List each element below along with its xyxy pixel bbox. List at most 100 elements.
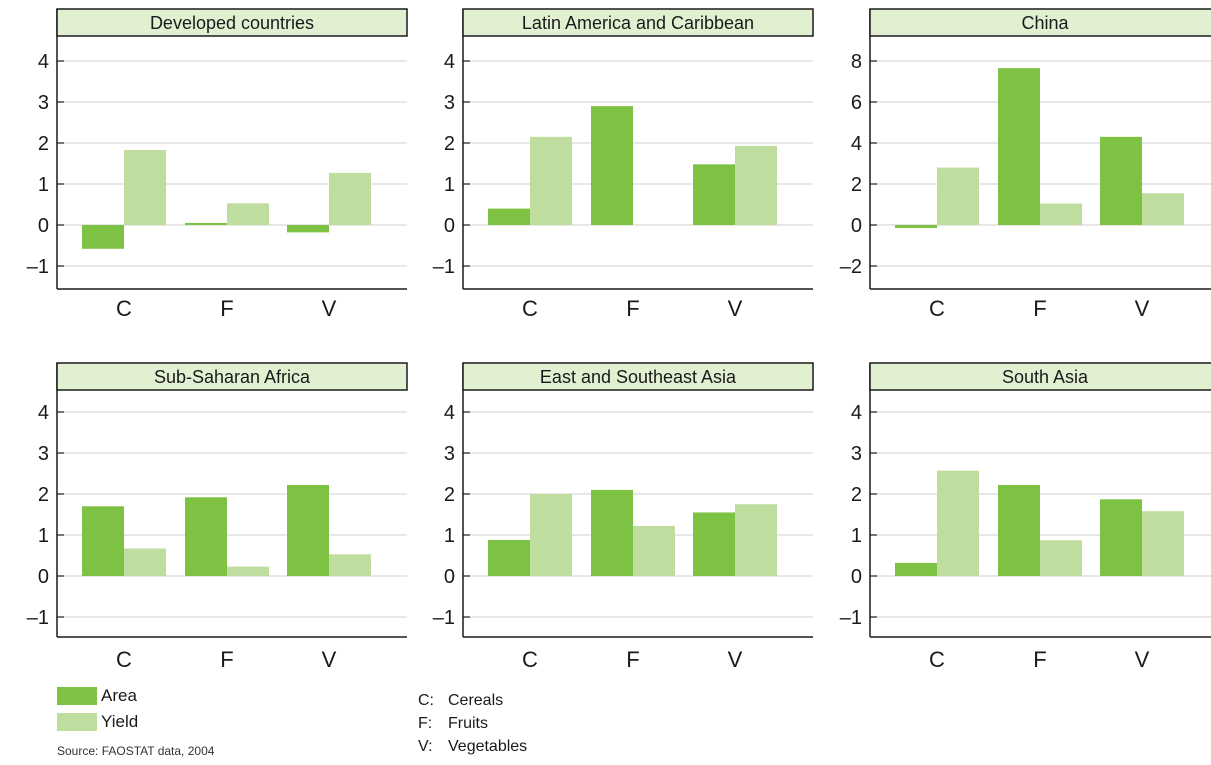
y-tick-label: 8 — [851, 51, 862, 73]
key-name: Vegetables — [448, 738, 528, 755]
bar-area-c — [488, 208, 530, 225]
y-tick-label: 0 — [851, 215, 862, 237]
bar-area-f — [591, 489, 633, 576]
bar-area-v — [1100, 136, 1142, 225]
panel-latin-america-and-caribbean: 4 3 2 1 0 –1 C F V Latin America and Caribbean — [433, 8, 814, 321]
panel-title: Developed countries — [150, 13, 314, 33]
bar-yield-c — [124, 149, 166, 225]
bar-area-v — [693, 164, 735, 225]
x-category-label: C — [929, 647, 945, 672]
bar-yield-f — [1040, 203, 1082, 225]
x-category-label: C — [522, 647, 538, 672]
bar-yield-v — [329, 554, 371, 576]
bar-area-v — [1100, 499, 1142, 576]
bar-yield-v — [329, 172, 371, 225]
panel-title-strip — [462, 8, 814, 37]
bar-yield-f — [1040, 540, 1082, 576]
y-tick-label: 6 — [851, 92, 862, 114]
panel-title: Sub-Saharan Africa — [154, 367, 311, 387]
bar-yield-v — [1142, 511, 1184, 576]
bar-area-v — [287, 484, 329, 576]
panel-title: Latin America and Caribbean — [522, 13, 754, 33]
panel-title-strip — [462, 362, 814, 391]
y-tick-label: 3 — [444, 443, 455, 465]
x-category-label: V — [322, 296, 337, 321]
panel-china: 8 6 4 2 0 –2 C F V China — [840, 8, 1211, 321]
y-tick-label: 4 — [444, 51, 455, 73]
key-code: C: — [418, 692, 434, 709]
y-tick-label: 3 — [38, 92, 49, 114]
y-tick-label: –2 — [840, 256, 862, 278]
legend: Area Yield — [57, 683, 138, 735]
panel-title-strip — [56, 362, 408, 391]
y-tick-label: 2 — [38, 133, 49, 155]
bar-yield-c — [530, 136, 572, 225]
x-category-label: V — [322, 647, 337, 672]
y-tick-label: 1 — [444, 525, 455, 547]
y-tick-label: 0 — [38, 566, 49, 588]
bar-yield-c — [937, 470, 979, 576]
x-category-label: V — [1135, 296, 1150, 321]
x-category-label: F — [220, 296, 233, 321]
y-tick-label: 3 — [444, 92, 455, 114]
bar-area-c — [82, 225, 124, 249]
legend-swatch-yield — [57, 713, 97, 731]
bar-area-f — [998, 68, 1040, 225]
x-category-label: V — [1135, 647, 1150, 672]
bar-area-f — [998, 484, 1040, 576]
key-name: Cereals — [448, 692, 504, 709]
y-tick-label: –1 — [433, 256, 455, 278]
bar-area-c — [488, 539, 530, 576]
key-row-vegetables: V: Vegetables — [418, 735, 527, 758]
legend-swatch-area — [57, 687, 97, 705]
bar-area-f — [185, 497, 227, 576]
bar-yield-c — [530, 494, 572, 576]
y-tick-label: 4 — [38, 51, 49, 73]
x-category-label: F — [626, 296, 639, 321]
legend-item-area: Area — [57, 683, 138, 709]
bar-yield-f — [227, 566, 269, 576]
key-row-fruits: F: Fruits — [418, 712, 527, 735]
panel-title-strip — [56, 8, 408, 37]
y-tick-label: –1 — [840, 607, 862, 629]
x-category-label: C — [929, 296, 945, 321]
y-tick-label: 0 — [444, 215, 455, 237]
y-tick-label: 4 — [38, 402, 49, 424]
y-tick-label: –1 — [27, 607, 49, 629]
bar-yield-f — [227, 203, 269, 225]
y-tick-label: 2 — [851, 174, 862, 196]
legend-label-yield: Yield — [101, 712, 139, 731]
x-category-label: C — [522, 296, 538, 321]
x-category-label: V — [728, 296, 743, 321]
y-tick-label: 0 — [444, 566, 455, 588]
bar-yield-c — [937, 167, 979, 225]
bar-area-c — [895, 225, 937, 229]
y-tick-label: 1 — [444, 174, 455, 196]
key-name: Fruits — [448, 715, 488, 732]
bar-yield-v — [735, 145, 777, 225]
source-note: Source: FAOSTAT data, 2004 — [57, 744, 215, 758]
y-tick-label: 4 — [851, 133, 862, 155]
y-tick-label: –1 — [433, 607, 455, 629]
y-tick-label: 1 — [38, 525, 49, 547]
key-code: F: — [418, 715, 433, 732]
panel-title: South Asia — [1002, 367, 1089, 387]
y-tick-label: 0 — [38, 215, 49, 237]
x-category-label: F — [220, 647, 233, 672]
panel-south-asia: 4 3 2 1 0 –1 C F V South Asia — [840, 362, 1211, 672]
bar-area-f — [591, 106, 633, 225]
y-tick-label: –1 — [27, 256, 49, 278]
y-tick-label: 3 — [38, 443, 49, 465]
y-tick-label: 1 — [851, 525, 862, 547]
y-tick-label: 4 — [444, 402, 455, 424]
panel-east-and-southeast-asia: 4 3 2 1 0 –1 C F V East and Southeast Asia — [433, 362, 814, 672]
y-tick-label: 2 — [444, 484, 455, 506]
y-tick-label: 3 — [851, 443, 862, 465]
panel-title-strip — [869, 362, 1211, 391]
bar-area-v — [693, 512, 735, 576]
category-key: C: Cereals F: Fruits V: Vegetables — [418, 689, 527, 758]
legend-label-area: Area — [101, 686, 137, 705]
x-category-label: V — [728, 647, 743, 672]
bar-yield-v — [735, 504, 777, 576]
